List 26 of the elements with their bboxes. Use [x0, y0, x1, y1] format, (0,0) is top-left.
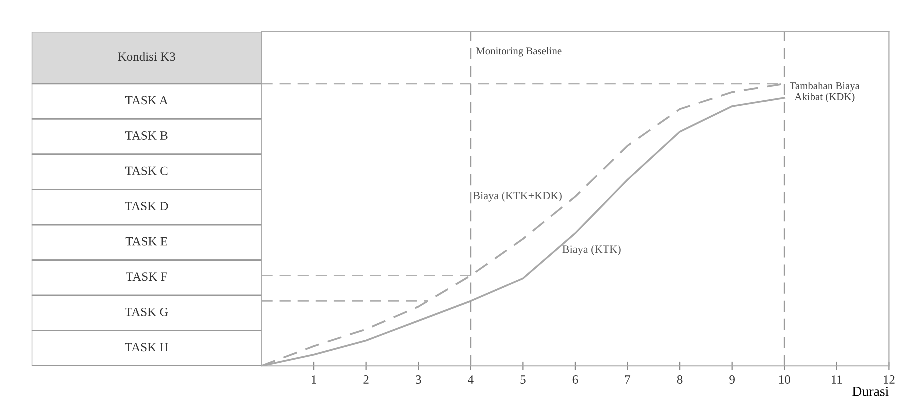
x-tick-label: 4	[468, 376, 474, 384]
x-tick-label: 7	[625, 376, 631, 384]
text: TASK E	[126, 237, 168, 246]
text: TASK H	[125, 343, 168, 352]
x-tick-label: 5	[520, 376, 526, 384]
x-tick-label: 11	[832, 376, 842, 384]
x-axis-title: Durasi	[852, 386, 889, 396]
annotation: Tambahan Biaya Akibat (KDK)	[790, 82, 860, 103]
text: Kondisi K3	[118, 52, 176, 62]
x-tick-label: 9	[730, 376, 735, 384]
series-label: Biaya (KTK+KDK)	[473, 192, 562, 202]
x-tick-label: 10	[779, 376, 790, 384]
text: TASK C	[126, 166, 168, 176]
text: TASK B	[126, 132, 168, 140]
text: TASK G	[125, 308, 168, 316]
x-tick-label: 12	[884, 376, 895, 384]
text: TASK A	[126, 96, 168, 105]
x-tick-label: 2	[364, 376, 369, 384]
series-label: Biaya (KTK)	[562, 245, 621, 256]
x-tick-label: 6	[572, 376, 578, 384]
x-tick-label: 3	[416, 376, 422, 384]
text: TASK F	[126, 272, 168, 282]
x-tick-label: 1	[312, 376, 316, 384]
text: TASK D	[125, 202, 168, 211]
x-tick-label: 8	[677, 376, 683, 384]
ref-line-label: Monitoring Baseline	[476, 47, 562, 57]
